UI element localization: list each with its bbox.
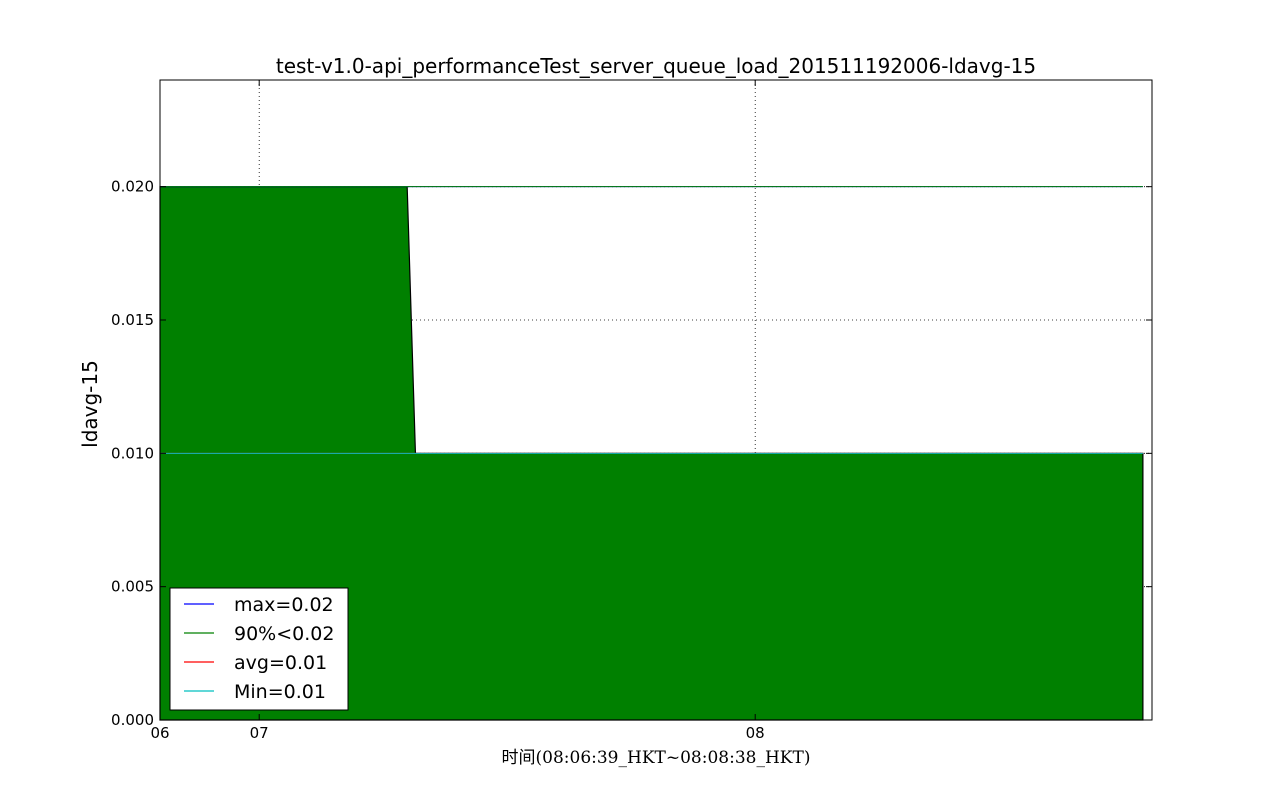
x-tick-label: 07 xyxy=(250,724,269,742)
y-tick-label: 0.005 xyxy=(111,578,154,596)
y-tick-label: 0.010 xyxy=(111,444,154,462)
y-tick-label: 0.020 xyxy=(111,178,154,196)
x-tick-label: 08 xyxy=(746,724,765,742)
plot-frame xyxy=(159,79,1153,721)
legend-label: 90%<0.02 xyxy=(234,623,334,645)
y-tick-label: 0.000 xyxy=(111,711,154,729)
legend-label: Min=0.01 xyxy=(234,681,326,703)
y-tick-label: 0.015 xyxy=(111,311,154,329)
legend-label: max=0.02 xyxy=(234,594,334,616)
reference-lines xyxy=(160,186,1143,454)
x-axis-label: 时间(08:06:39_HKT~08:08:38_HKT) xyxy=(502,748,811,768)
legend-label: avg=0.01 xyxy=(234,652,327,674)
chart-title: test-v1.0-api_performanceTest_server_que… xyxy=(276,54,1036,78)
axis-ticks: 06 07 08 0.000 0.005 0.010 0.015 0.020 xyxy=(111,80,1152,742)
x-tick-label: 06 xyxy=(150,724,169,742)
legend: max=0.02 90%<0.02 avg=0.01 Min=0.01 xyxy=(169,587,349,711)
y-axis-label: ldavg-15 xyxy=(78,360,102,448)
legend-box xyxy=(169,587,349,711)
